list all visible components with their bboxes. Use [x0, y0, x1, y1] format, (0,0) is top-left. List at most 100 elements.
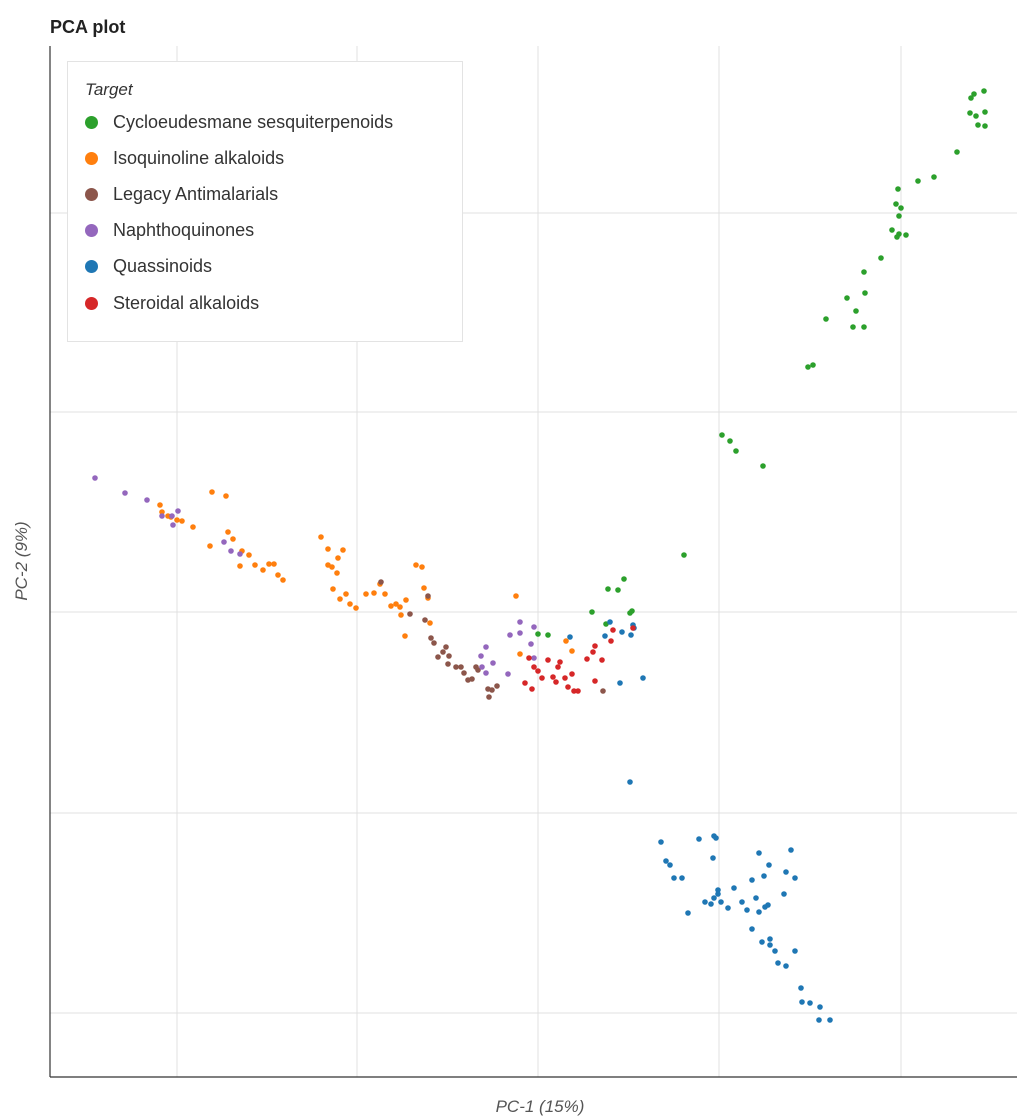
data-point: [898, 205, 904, 211]
data-point: [494, 683, 500, 689]
data-point: [483, 644, 489, 650]
data-point: [157, 502, 163, 508]
data-point: [749, 877, 755, 883]
data-point: [607, 619, 613, 625]
data-point: [170, 522, 176, 528]
data-point: [753, 895, 759, 901]
data-point: [334, 570, 340, 576]
data-point: [225, 529, 231, 535]
legend-label: Quassinoids: [113, 256, 213, 277]
data-point: [968, 95, 974, 101]
data-point: [545, 632, 551, 638]
data-point: [478, 653, 484, 659]
data-point: [760, 463, 766, 469]
data-point: [590, 649, 596, 655]
data-point: [711, 895, 717, 901]
data-point: [850, 324, 856, 330]
data-point: [209, 489, 215, 495]
data-point: [862, 290, 868, 296]
data-point: [397, 604, 403, 610]
data-point: [894, 234, 900, 240]
data-point: [371, 590, 377, 596]
data-point: [486, 694, 492, 700]
data-point: [744, 907, 750, 913]
data-point: [363, 591, 369, 597]
data-point: [844, 295, 850, 301]
legend-item[interactable]: Isoquinoline alkaloids: [85, 140, 462, 176]
data-point: [702, 899, 708, 905]
data-point: [531, 655, 537, 661]
data-point: [954, 149, 960, 155]
data-point: [592, 643, 598, 649]
data-point: [605, 586, 611, 592]
data-point: [733, 448, 739, 454]
data-points: [92, 88, 988, 1023]
data-point: [696, 836, 702, 842]
chart-title: PCA plot: [50, 17, 126, 37]
data-point: [535, 631, 541, 637]
legend-label: Legacy Antimalarials: [113, 183, 279, 204]
data-point: [522, 680, 528, 686]
legend-item[interactable]: Naphthoquinones: [85, 213, 462, 249]
data-point: [325, 562, 331, 568]
data-point: [798, 985, 804, 991]
data-point: [759, 939, 765, 945]
data-point: [792, 948, 798, 954]
legend-item[interactable]: Quassinoids: [85, 249, 462, 285]
data-point: [469, 676, 475, 682]
data-point: [982, 123, 988, 129]
data-point: [446, 653, 452, 659]
data-point: [715, 887, 721, 893]
data-point: [708, 901, 714, 907]
data-point: [681, 552, 687, 558]
data-point: [817, 1004, 823, 1010]
data-point: [517, 619, 523, 625]
legend-label: Naphthoquinones: [113, 220, 255, 241]
data-point: [756, 850, 762, 856]
data-point: [461, 670, 467, 676]
data-point: [382, 591, 388, 597]
data-point: [756, 909, 762, 915]
data-point: [435, 654, 441, 660]
data-point: [783, 963, 789, 969]
data-point: [545, 657, 551, 663]
data-point: [915, 178, 921, 184]
data-point: [159, 513, 165, 519]
data-point: [617, 680, 623, 686]
series-naphthoquinones: [92, 475, 537, 677]
legend-item[interactable]: Steroidal alkaloids: [85, 285, 462, 321]
data-point: [393, 601, 399, 607]
data-point: [318, 534, 324, 540]
data-point: [179, 518, 185, 524]
data-point: [453, 664, 459, 670]
data-point: [608, 638, 614, 644]
data-point: [627, 779, 633, 785]
data-point: [718, 899, 724, 905]
data-point: [169, 513, 175, 519]
data-point: [353, 605, 359, 611]
data-point: [772, 948, 778, 954]
legend-item[interactable]: Cycloeudesmane sesquiterpenoids: [85, 104, 462, 140]
data-point: [783, 869, 789, 875]
legend-marker: [85, 151, 98, 165]
data-point: [903, 232, 909, 238]
data-point: [347, 601, 353, 607]
data-point: [584, 656, 590, 662]
data-point: [419, 564, 425, 570]
data-point: [805, 364, 811, 370]
data-point: [505, 671, 511, 677]
data-point: [775, 960, 781, 966]
data-point: [431, 640, 437, 646]
data-point: [878, 255, 884, 261]
data-point: [713, 835, 719, 841]
series-quassinoids: [567, 619, 833, 1023]
data-point: [221, 539, 227, 545]
data-point: [403, 597, 409, 603]
data-point: [421, 585, 427, 591]
data-point: [629, 608, 635, 614]
data-point: [569, 671, 575, 677]
legend-item[interactable]: Legacy Antimalarials: [85, 176, 462, 212]
data-point: [710, 855, 716, 861]
data-point: [889, 227, 895, 233]
data-point: [555, 664, 561, 670]
